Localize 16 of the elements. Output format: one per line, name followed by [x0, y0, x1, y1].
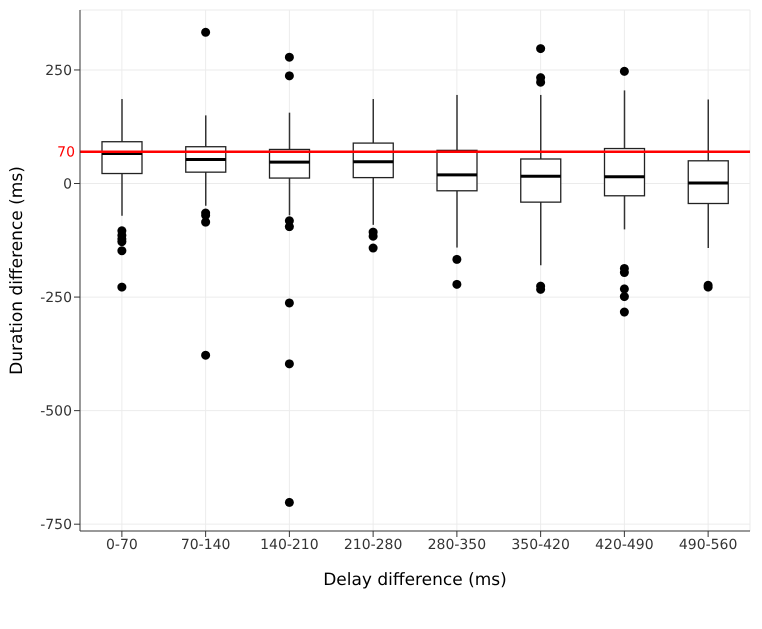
x-tick-label: 210-280 [344, 536, 402, 553]
y-tick-label: -750 [40, 517, 72, 534]
x-tick-label: 350-420 [511, 536, 570, 553]
ref-line-label: 70 [57, 144, 75, 161]
x-axis-title: Delay difference (ms) [323, 570, 507, 590]
y-tick-label: -250 [40, 290, 72, 306]
y-axis-title: Duration difference (ms) [7, 166, 28, 375]
y-tick-label: 250 [45, 62, 72, 79]
x-tick-label: 490-560 [678, 536, 738, 553]
x-tick-label: 70-140 [180, 536, 230, 553]
x-tick-label: 280-350 [428, 536, 486, 553]
x-tick-label: 420-490 [595, 536, 654, 553]
x-tick-label: 0-70 [106, 536, 138, 553]
y-tick-label: 0 [63, 176, 72, 192]
y-tick-label: -500 [40, 404, 72, 420]
x-tick-label: 140-210 [260, 536, 319, 553]
